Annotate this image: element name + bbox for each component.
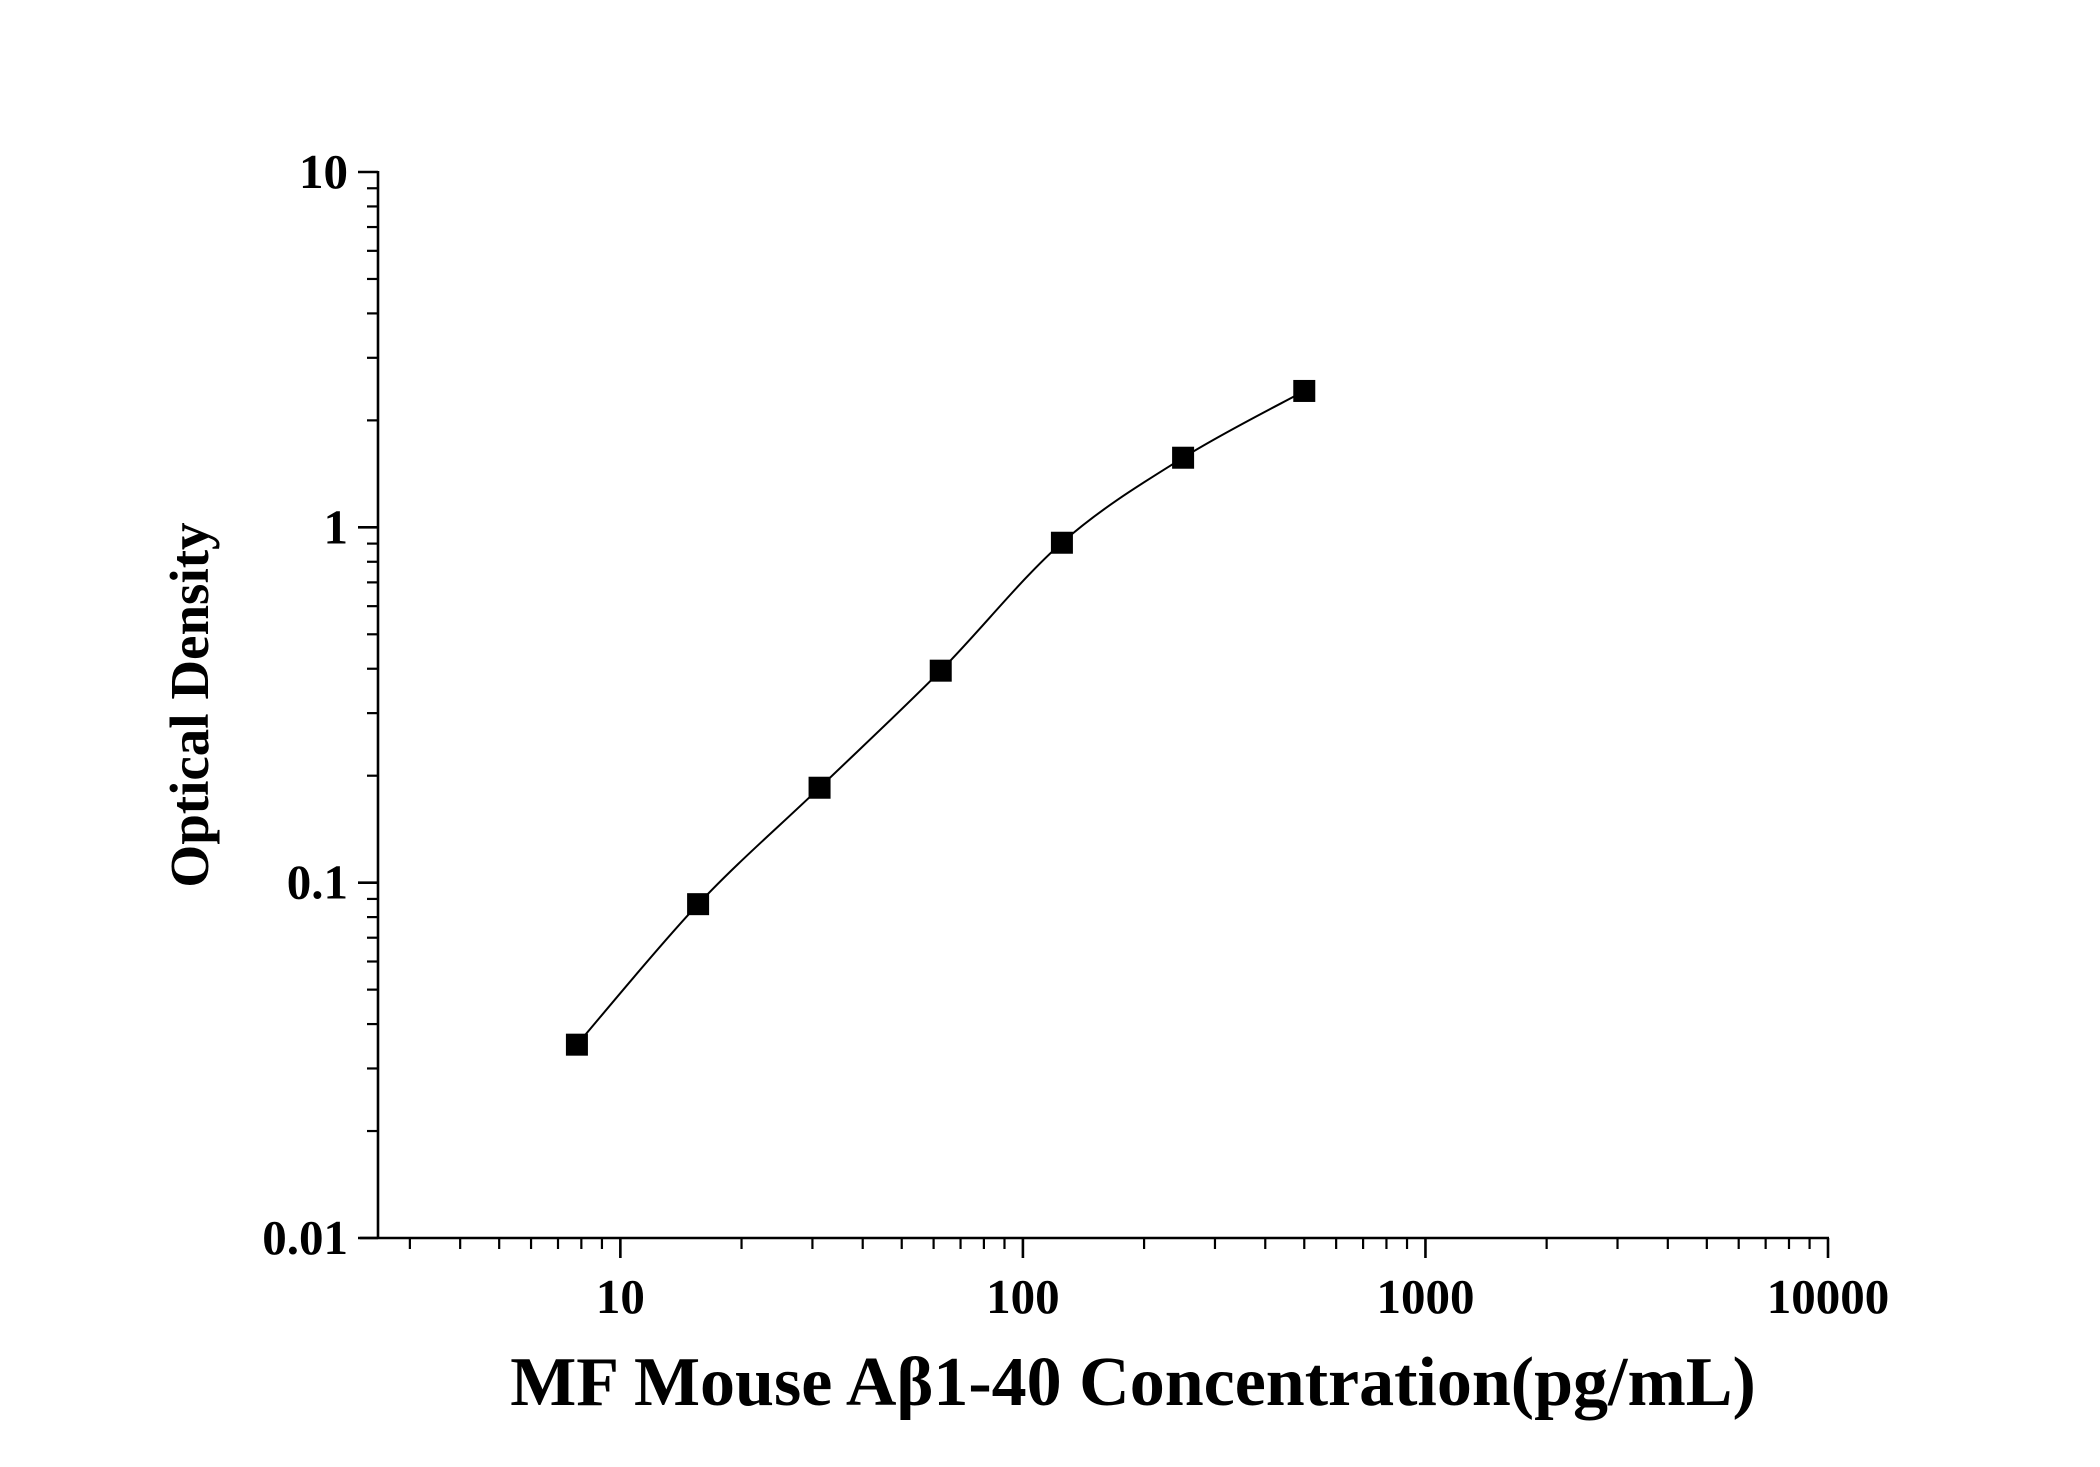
data-point: [1172, 446, 1195, 469]
y-tick-label: 10: [299, 144, 348, 199]
fitted-curve: [576, 390, 1305, 1046]
minor-ticks: [367, 187, 1811, 1249]
x-tick-label: 1000: [1376, 1269, 1474, 1324]
x-tick-label: 10000: [1767, 1269, 1890, 1324]
data-point: [687, 893, 710, 916]
data-markers: [565, 379, 1316, 1056]
data-point: [1050, 531, 1073, 554]
major-ticks: [358, 170, 1830, 1258]
data-point: [929, 659, 952, 682]
x-tick-label: 10: [596, 1269, 645, 1324]
data-point: [565, 1033, 588, 1056]
y-tick-label: 0.01: [262, 1210, 348, 1265]
data-point: [808, 776, 831, 799]
y-tick-label: 1: [324, 499, 349, 554]
data-point: [1293, 379, 1316, 402]
y-tick-label: 0.1: [287, 855, 348, 910]
x-axis-title: MF Mouse Aβ1-40 Concentration(pg/mL): [510, 1344, 1756, 1421]
x-tick-label: 100: [986, 1269, 1060, 1324]
y-axis-title: Optical Density: [159, 522, 220, 887]
tick-labels: 10 100 1000 10000 0.01 0.1 1 10: [262, 144, 1889, 1324]
